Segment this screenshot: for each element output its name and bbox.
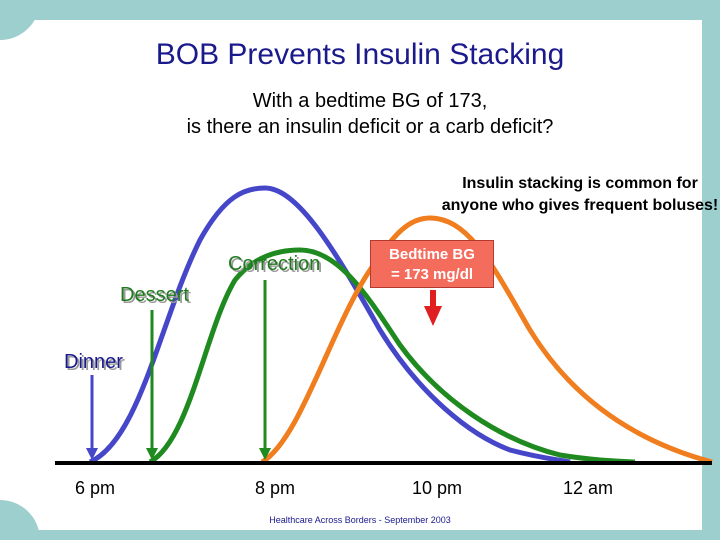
- dessert-insulin-curve: [148, 247, 636, 465]
- dinner-insulin-curve: [88, 185, 571, 465]
- bedtime-bg-box: Bedtime BG = 173 mg/dl: [370, 240, 494, 288]
- bedtime-arrow-head: [424, 306, 442, 326]
- time-label-12am: 12 am: [563, 478, 614, 498]
- frame-top-bar: [0, 0, 720, 20]
- time-label-8pm: 8 pm: [255, 478, 296, 498]
- bedtime-bg-line-1: Bedtime BG: [389, 246, 475, 263]
- subtitle: With a bedtime BG of 173, is there an in…: [100, 88, 640, 140]
- subtitle-line-2: is there an insulin deficit or a carb de…: [186, 116, 554, 138]
- subtitle-line-1: With a bedtime BG of 173,: [252, 90, 488, 112]
- page-title: BOB Prevents Insulin Stacking: [155, 38, 565, 71]
- dinner-label: Dinner: [64, 351, 123, 373]
- dinner-arrow-head: [86, 448, 98, 460]
- bedtime-arrow-shaft: [430, 290, 436, 308]
- frame-bottom-bar: [0, 530, 720, 540]
- footer-text: Healthcare Across Borders - September 20…: [269, 515, 451, 525]
- correction-label: Correction: [228, 253, 321, 275]
- stacking-note: Insulin stacking is common for anyone wh…: [441, 175, 719, 214]
- bedtime-bg-line-2: = 173 mg/dl: [390, 266, 474, 283]
- time-label-10pm: 10 pm: [412, 478, 463, 498]
- frame-right-bar: [702, 0, 720, 540]
- dessert-arrow-head: [146, 448, 158, 460]
- time-label-6pm: 6 pm: [75, 478, 116, 498]
- correction-arrow-head: [259, 448, 271, 460]
- correction-insulin-curve: [260, 215, 713, 465]
- dessert-label: Dessert: [120, 284, 189, 306]
